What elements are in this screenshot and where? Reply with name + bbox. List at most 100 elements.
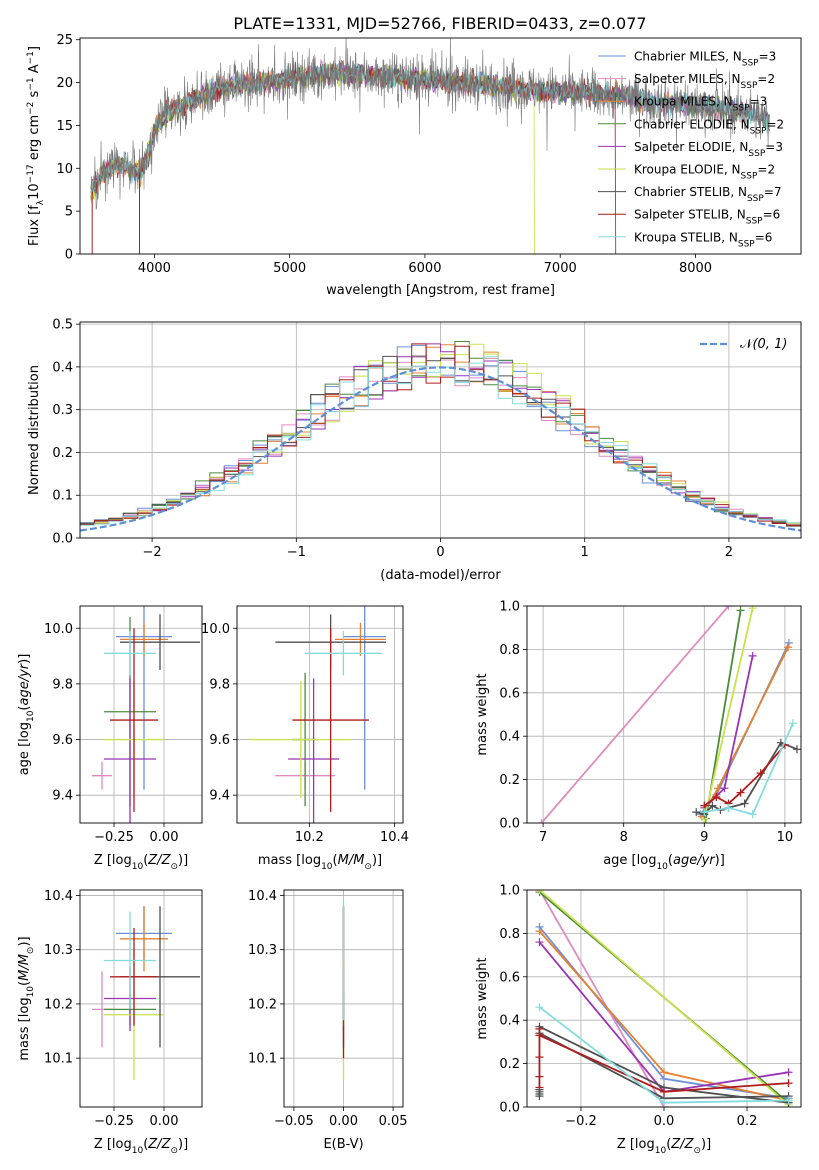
y-tick-label: 20 <box>56 76 73 91</box>
weight-marker <box>660 1087 668 1096</box>
x-tick-label: 8 <box>620 830 628 845</box>
y-tick-label: 0.0 <box>499 1101 520 1116</box>
weight-marker <box>535 890 544 894</box>
weight-line <box>540 606 730 823</box>
y-tick-label: 0.8 <box>499 927 520 942</box>
x-tick-label: 9 <box>700 830 708 845</box>
weight-marker <box>784 1079 793 1088</box>
errorbars-Z-age <box>92 606 200 823</box>
y-axis-label: mass [log10(M/M⊙)] <box>17 936 36 1060</box>
x-tick-label: 0.05 <box>379 1114 408 1129</box>
x-tick-label: 4000 <box>138 261 171 276</box>
x-axis-label: Z [log10(Z/Z⊙)] <box>94 853 188 872</box>
y-tick-label: 9.8 <box>209 677 230 692</box>
x-tick-label: −0.2 <box>565 1114 597 1129</box>
y-tick-label: 10.2 <box>44 997 73 1012</box>
weight-marker <box>692 808 701 817</box>
x-tick-label: −0.25 <box>94 1114 134 1129</box>
axes-frame <box>526 605 802 824</box>
legend-entry: Kroupa ELODIE, NSSP=2 <box>634 163 775 182</box>
x-tick-label: 8000 <box>679 261 712 276</box>
legend-entry: 𝒩(0, 1) <box>740 337 787 352</box>
y-tick-label: 0.2 <box>499 1057 520 1072</box>
weight-marker <box>535 938 544 947</box>
y-tick-label: 0.4 <box>52 360 73 375</box>
x-axis-label: (data-model)/error <box>380 568 501 583</box>
weight-marker <box>724 606 733 610</box>
errorbars-mass-age <box>249 606 386 823</box>
x-tick-label: −1 <box>287 545 306 560</box>
weight-line <box>703 744 786 807</box>
x-axis-label: age [log10(age/yr)] <box>603 853 725 872</box>
weight-line <box>538 890 790 1106</box>
y-tick-label: 0.0 <box>499 817 520 832</box>
y-tick-label: 9.4 <box>52 789 73 804</box>
weight-marker <box>720 784 729 793</box>
axes-residuals: −2 −1 0 1 2 0.0 0.1 0.2 0.3 0.4 0.5 <box>52 318 801 560</box>
y-axis-label: Normed distribution <box>27 365 42 495</box>
axes-frame <box>79 321 802 539</box>
y-tick-label: 0.6 <box>499 686 520 701</box>
weight-marker <box>792 745 801 754</box>
weight-marker <box>740 799 749 808</box>
axes-frame <box>79 889 203 1108</box>
y-tick-label: 0 <box>65 248 73 263</box>
y-tick-label: 1.0 <box>499 600 520 615</box>
legend-entry: Salpeter ELODIE, NSSP=3 <box>634 140 783 159</box>
weight-marker <box>756 769 765 778</box>
weight-marker <box>724 803 733 812</box>
y-tick-label: 10.3 <box>44 943 73 958</box>
y-tick-label: 10.0 <box>201 622 230 637</box>
x-axis-label: mass [log10(M/M⊙)] <box>258 853 382 872</box>
y-tick-label: 0.6 <box>499 970 520 985</box>
legend-entry: Chabrier STELIB, NSSP=7 <box>634 185 782 204</box>
x-tick-label: 7000 <box>544 261 577 276</box>
y-tick-label: 0.8 <box>499 643 520 658</box>
x-tick-label: 2 <box>725 545 733 560</box>
weight-marker <box>748 606 757 613</box>
spectrum-data <box>90 38 771 210</box>
x-tick-label: 0.00 <box>150 830 179 845</box>
legend-entry: Kroupa STELIB, NSSP=6 <box>634 230 772 249</box>
x-tick-label: 0 <box>436 545 444 560</box>
y-axis-label: mass weight <box>475 957 490 1039</box>
y-axis-label: age [log10(age/yr)] <box>17 654 36 776</box>
axes-Z-age: −0.25 0.00 9.4 9.6 9.8 10.0 <box>44 606 202 845</box>
weight-marker <box>535 927 544 936</box>
weight-marker <box>784 643 793 652</box>
x-tick-label: −0.05 <box>274 1114 314 1129</box>
legend-entry: Salpeter MILES, NSSP=2 <box>634 72 775 91</box>
axes-frame <box>283 889 404 1108</box>
y-tick-label: 0.0 <box>52 532 73 547</box>
figure-title: PLATE=1331, MJD=52766, FIBERID=0433, z=0… <box>233 14 646 33</box>
legend: Chabrier MILES, NSSP=3 Salpeter MILES, NS… <box>598 50 784 249</box>
axes-frame <box>79 605 203 824</box>
histograms <box>80 341 801 538</box>
legend-entry: Kroupa MILES, NSSP=3 <box>634 95 767 114</box>
weight-marker <box>784 1068 793 1077</box>
weight-marker <box>748 810 757 819</box>
weight-marker <box>660 1098 668 1107</box>
errorbars-Z-mass <box>92 906 200 1080</box>
y-tick-label: 10 <box>56 162 73 177</box>
y-tick-label: 9.8 <box>52 677 73 692</box>
y-tick-label: 0.2 <box>52 446 73 461</box>
weight-marker <box>708 801 717 810</box>
y-tick-label: 25 <box>56 33 73 48</box>
y-tick-label: 10.4 <box>248 889 277 904</box>
y-tick-label: 9.6 <box>209 733 230 748</box>
x-tick-label: 0.00 <box>329 1114 358 1129</box>
weight-marker <box>700 808 709 817</box>
axes-spectrum: 4000 5000 6000 7000 8000 0 5 10 15 20 25 <box>56 33 712 276</box>
x-tick-label: 1 <box>581 545 589 560</box>
x-tick-label: 7 <box>539 830 547 845</box>
weight-line <box>701 646 789 817</box>
x-tick-label: −2 <box>143 545 162 560</box>
y-tick-label: 0.5 <box>52 318 73 333</box>
weight-marker <box>660 1068 668 1077</box>
lines-age-weight <box>537 606 801 823</box>
y-tick-label: 1.0 <box>499 884 520 899</box>
y-tick-label: 10.4 <box>44 889 73 904</box>
x-tick-label: 5000 <box>273 261 306 276</box>
